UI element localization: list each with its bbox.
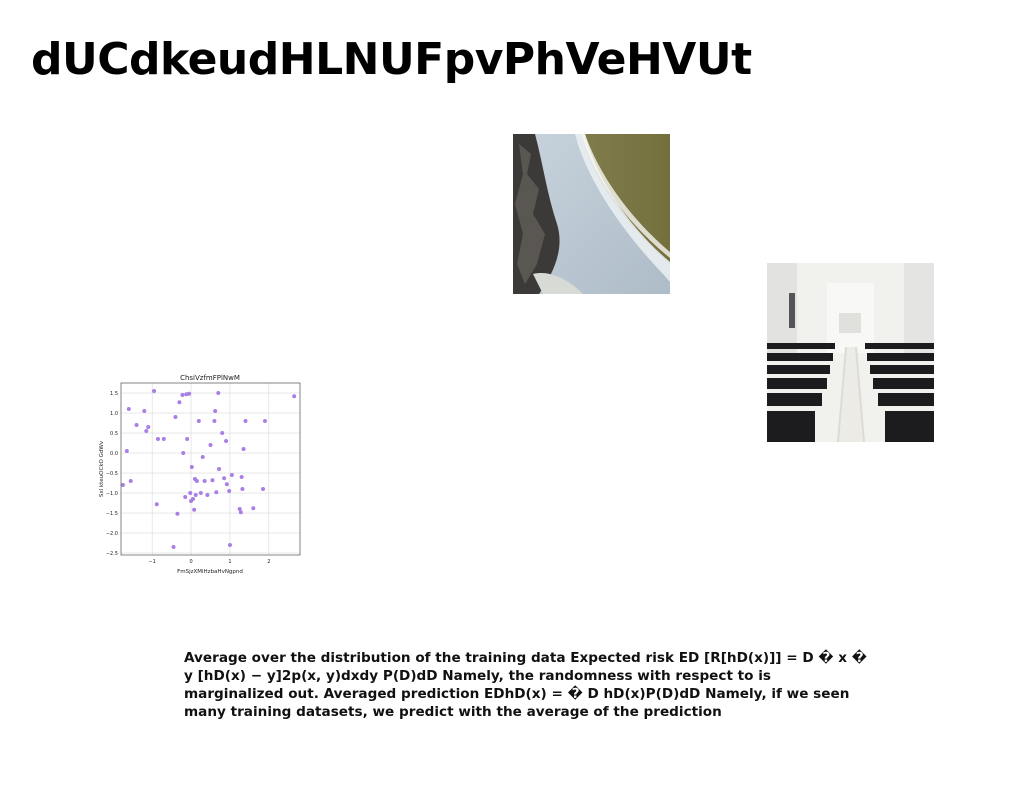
chart-points — [120, 389, 297, 549]
scatter-point — [134, 423, 139, 427]
scatter-point — [227, 543, 232, 547]
chart-title: ChsiVzfmFPlNwM — [180, 374, 240, 382]
scatter-point — [155, 437, 160, 441]
scatter-point — [222, 476, 227, 481]
scatter-point — [188, 491, 193, 495]
scatter-point — [146, 425, 151, 429]
scatter-point — [240, 487, 245, 491]
scatter-chart: ChsiVzfmFPlNwM −1 0 1 2 −2.5 −2.0 −1.5 −1.0 −0.5… — [95, 368, 310, 578]
scatter-point — [192, 507, 197, 512]
scatter-point — [239, 475, 244, 479]
scatter-point — [208, 443, 213, 447]
scatter-point — [152, 389, 157, 393]
scatter-point — [237, 507, 242, 511]
x-tick-label: 1 — [228, 559, 231, 565]
scatter-point — [213, 409, 218, 413]
scatter-point — [196, 419, 201, 423]
scatter-point — [202, 479, 207, 483]
scatter-point — [243, 419, 248, 423]
scatter-point — [251, 506, 256, 511]
x-tick-label: 2 — [267, 559, 270, 565]
y-tick-label: −2.5 — [106, 551, 118, 557]
scatter-point — [241, 447, 246, 451]
scatter-point — [181, 451, 186, 455]
scatter-point — [220, 431, 225, 435]
beach-aerial-image — [513, 134, 670, 294]
chart-grid — [121, 383, 300, 555]
scatter-point — [238, 510, 243, 515]
y-tick-label: 1.5 — [110, 391, 118, 397]
chart-ticks: −1 0 1 2 −2.5 −2.0 −1.5 −1.0 −0.5 0.0 0.5 1.0 1.5 — [106, 391, 271, 565]
y-tick-label: −1.5 — [106, 511, 118, 517]
y-tick-label: 0.0 — [110, 451, 118, 457]
x-axis-label: FmSjzXMiHzbaHvNgpnd — [177, 569, 243, 575]
scatter-point — [171, 545, 176, 549]
scatter-point — [224, 439, 229, 443]
chart-frame — [120, 382, 301, 556]
x-tick-label: −1 — [148, 559, 155, 565]
scatter-point — [212, 419, 217, 423]
scatter-point — [183, 495, 188, 499]
scatter-point — [187, 391, 192, 396]
scatter-point — [154, 502, 159, 507]
scatter-point — [210, 478, 215, 483]
y-tick-label: −0.5 — [106, 471, 118, 477]
y-tick-label: 1.0 — [110, 411, 118, 417]
scatter-point — [214, 490, 219, 495]
scatter-point — [175, 511, 180, 516]
scatter-point — [198, 491, 203, 495]
y-tick-label: −1.0 — [106, 491, 118, 497]
scatter-point — [205, 493, 210, 497]
scatter-point — [194, 479, 199, 483]
scatter-point — [161, 437, 166, 441]
church-interior-image — [767, 263, 934, 442]
y-tick-label: 0.5 — [110, 431, 118, 437]
scatter-point — [128, 479, 133, 483]
scatter-point — [227, 489, 232, 493]
y-tick-label: −2.0 — [106, 531, 118, 537]
scatter-point — [144, 429, 149, 433]
scatter-point — [120, 483, 125, 487]
scatter-point — [126, 407, 131, 411]
scatter-point — [292, 394, 297, 399]
scatter-point — [142, 409, 147, 413]
scatter-point — [177, 400, 182, 405]
scatter-point — [173, 415, 178, 419]
x-tick-label: 0 — [189, 559, 192, 565]
scatter-point — [229, 473, 234, 477]
scatter-point — [216, 391, 221, 395]
scatter-point — [180, 393, 185, 397]
scatter-point — [190, 497, 195, 501]
y-axis-label: Sxl kteuOCkO GdWv — [99, 440, 105, 497]
scatter-point — [124, 449, 129, 453]
scatter-point — [261, 487, 266, 491]
scatter-point — [193, 493, 198, 497]
scatter-point — [217, 467, 222, 471]
body-paragraph: Average over the distribution of the tra… — [184, 650, 867, 720]
page-title: dUCdkeudHLNUFpvPhVeHVUt — [31, 34, 752, 85]
scatter-point — [200, 455, 205, 459]
scatter-point — [189, 465, 194, 469]
scatter-point — [224, 482, 229, 487]
scatter-point — [185, 437, 190, 441]
scatter-point — [262, 419, 267, 423]
